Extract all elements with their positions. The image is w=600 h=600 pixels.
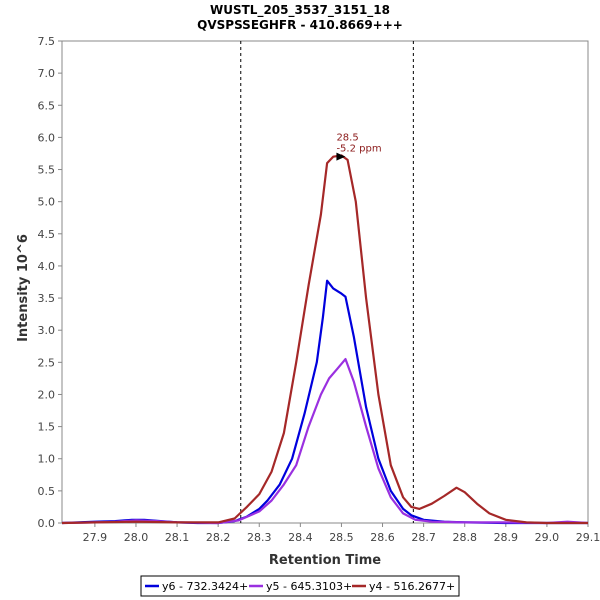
x-tick-label: 28.9: [494, 531, 519, 544]
x-tick-label: 29.1: [576, 531, 600, 544]
x-tick-label: 28.1: [165, 531, 190, 544]
y-tick-label: 0.0: [38, 517, 56, 530]
y-tick-label: 3.0: [38, 324, 56, 337]
peak-marker: [336, 152, 346, 161]
y-tick-label: 4.5: [38, 228, 56, 241]
x-axis-ticks: 27.9 28.0 28.1 28.2 28.3 28.4 28.5 28.6 28.7 28.8…: [83, 523, 600, 544]
series-lines: [61, 154, 589, 525]
x-tick-label: 28.0: [124, 531, 149, 544]
x-tick-label: 28.3: [247, 531, 272, 544]
y-tick-label: 0.5: [38, 485, 56, 498]
legend: y6 - 732.3424+ y5 - 645.3103+ y4 - 516.267…: [140, 575, 460, 597]
legend-label: y4 - 516.2677+: [369, 580, 455, 593]
y-tick-label: 4.0: [38, 260, 56, 273]
legend-box: [140, 575, 460, 597]
peak-annotation: 28.5-5.2 ppm: [336, 133, 382, 161]
y-tick-label: 2.5: [38, 356, 56, 369]
x-tick-label: 29.0: [535, 531, 560, 544]
y-tick-label: 7.5: [38, 35, 56, 48]
legend-label: y5 - 645.3103+: [266, 580, 352, 593]
x-axis-label: Retention Time: [269, 553, 381, 568]
y-axis-ticks: 0.0 0.5 1.0 1.5 2.0 2.5 3.0 3.5 4.0 4.5 5.0 5.5 6.0 6…: [38, 35, 62, 530]
y-tick-label: 6.0: [38, 131, 56, 144]
peak-ppm-label: -5.2 ppm: [336, 144, 381, 155]
series-line: [61, 154, 588, 525]
chart-title: WUSTL_205_3537_3151_18: [210, 3, 390, 18]
x-tick-label: 28.6: [370, 531, 395, 544]
x-tick-label: 27.9: [83, 531, 108, 544]
y-tick-label: 1.0: [38, 453, 56, 466]
y-tick-label: 6.5: [38, 99, 56, 112]
x-tick-label: 28.2: [206, 531, 231, 544]
x-tick-label: 28.4: [288, 531, 313, 544]
y-axis-label: Intensity 10^6: [16, 234, 31, 342]
y-tick-label: 5.0: [38, 196, 56, 209]
y-tick-label: 7.0: [38, 67, 56, 80]
plot-area: [61, 40, 589, 524]
x-tick-label: 28.7: [411, 531, 436, 544]
chart-subtitle: QVSPSSEGHFR - 410.8669+++: [197, 18, 403, 32]
peak-retention-label: 28.5: [336, 133, 358, 144]
x-tick-label: 28.8: [452, 531, 477, 544]
y-tick-label: 3.5: [38, 292, 56, 305]
y-tick-label: 5.5: [38, 164, 56, 177]
y-tick-label: 2.0: [38, 388, 56, 401]
x-tick-label: 28.5: [329, 531, 354, 544]
integration-bounds: [240, 41, 414, 523]
y-tick-label: 1.5: [38, 421, 56, 434]
legend-label: y6 - 732.3424+: [162, 580, 248, 593]
